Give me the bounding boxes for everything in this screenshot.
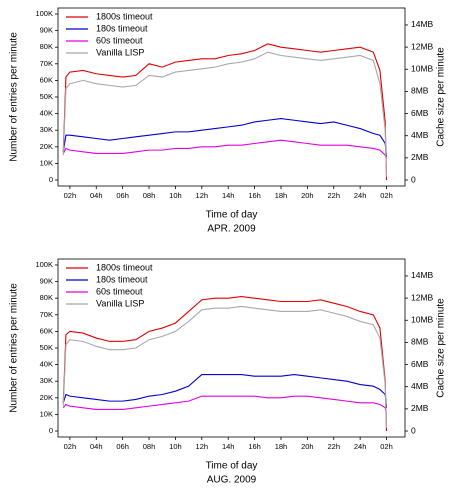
y-axis-title: Number of entries per minute bbox=[9, 32, 20, 162]
y2-tick-label: 2MB bbox=[411, 403, 429, 413]
y2-tick-label: 0 bbox=[411, 174, 416, 184]
caption: APR. 2009 bbox=[207, 224, 256, 235]
x-tick-label: 04h bbox=[90, 191, 103, 200]
x-tick-label: 06h bbox=[116, 442, 129, 451]
x-tick-label: 20h bbox=[301, 442, 314, 451]
y-tick-label: 90K bbox=[40, 277, 53, 286]
x-tick-label: 02h bbox=[380, 191, 393, 200]
y-axis-title: Number of entries per minute bbox=[9, 283, 20, 413]
y-tick-label: 60K bbox=[40, 75, 53, 84]
y-tick-label: 100K bbox=[35, 9, 53, 18]
y-tick-label: 20K bbox=[40, 142, 53, 151]
legend-label: Vanilla LISP bbox=[96, 47, 144, 57]
data-line bbox=[62, 395, 388, 415]
y-tick-label: 80K bbox=[40, 293, 53, 302]
legend-label: 60s timeout bbox=[96, 286, 143, 296]
y-tick-label: 40K bbox=[40, 360, 53, 369]
y-tick-label: 20K bbox=[40, 393, 53, 402]
x-tick-label: 18h bbox=[275, 442, 288, 451]
y2-tick-label: 0 bbox=[411, 425, 416, 435]
data-line bbox=[62, 118, 388, 157]
y-tick-label: 80K bbox=[40, 42, 53, 51]
x-tick-label: 04h bbox=[90, 442, 103, 451]
y-tick-label: 70K bbox=[40, 59, 53, 68]
x-tick-label: 22h bbox=[327, 191, 340, 200]
y-tick-label: 90K bbox=[40, 26, 53, 35]
x-tick-label: 10h bbox=[169, 191, 182, 200]
y-tick-label: 70K bbox=[40, 310, 53, 319]
x-tick-label: 08h bbox=[143, 442, 156, 451]
y-tick-label: 60K bbox=[40, 326, 53, 335]
x-tick-label: 02h bbox=[64, 191, 77, 200]
x-tick-label: 02h bbox=[380, 442, 393, 451]
legend-label: 1800s timeout bbox=[96, 11, 153, 21]
y-tick-label: 0 bbox=[49, 175, 53, 184]
y2-tick-label: 12MB bbox=[411, 41, 434, 51]
y-tick-label: 10K bbox=[40, 158, 53, 167]
x-tick-label: 06h bbox=[116, 191, 129, 200]
x-axis-title: Time of day bbox=[206, 210, 258, 221]
y2-tick-label: 10MB bbox=[411, 64, 434, 74]
x-tick-label: 16h bbox=[248, 191, 261, 200]
x-tick-label: 08h bbox=[143, 191, 156, 200]
y2-tick-label: 14MB bbox=[411, 270, 434, 280]
x-tick-label: 20h bbox=[301, 191, 314, 200]
data-line bbox=[62, 305, 388, 428]
legend-label: 60s timeout bbox=[96, 35, 143, 45]
legend-label: 180s timeout bbox=[96, 23, 148, 33]
y2-tick-label: 4MB bbox=[411, 130, 429, 140]
x-axis-title: Time of day bbox=[206, 461, 258, 472]
x-tick-label: 24h bbox=[354, 191, 367, 200]
y-tick-label: 0 bbox=[49, 426, 53, 435]
x-tick-label: 18h bbox=[275, 191, 288, 200]
y-tick-label: 100K bbox=[35, 260, 53, 269]
x-tick-label: 22h bbox=[327, 442, 340, 451]
legend-label: 1800s timeout bbox=[96, 262, 153, 272]
y-tick-label: 30K bbox=[40, 376, 53, 385]
y-tick-label: 50K bbox=[40, 343, 53, 352]
legend-label: 180s timeout bbox=[96, 274, 148, 284]
y2-tick-label: 12MB bbox=[411, 292, 434, 302]
legend-label: Vanilla LISP bbox=[96, 298, 144, 308]
data-line bbox=[62, 43, 388, 181]
x-tick-label: 02h bbox=[64, 442, 77, 451]
x-tick-label: 10h bbox=[169, 442, 182, 451]
y2-tick-label: 6MB bbox=[411, 108, 429, 118]
x-tick-label: 12h bbox=[196, 191, 209, 200]
y-tick-label: 30K bbox=[40, 125, 53, 134]
y2-tick-label: 4MB bbox=[411, 381, 429, 391]
y-tick-label: 10K bbox=[40, 409, 53, 418]
data-line bbox=[62, 374, 388, 408]
y2-tick-label: 8MB bbox=[411, 86, 429, 96]
y2-tick-label: 8MB bbox=[411, 337, 429, 347]
y2-tick-label: 6MB bbox=[411, 359, 429, 369]
y2-tick-label: 2MB bbox=[411, 152, 429, 162]
x-tick-label: 24h bbox=[354, 442, 367, 451]
y2-tick-label: 14MB bbox=[411, 19, 434, 29]
y2-axis-title: Cache size per minute bbox=[436, 298, 447, 398]
data-line bbox=[62, 139, 388, 159]
x-tick-label: 14h bbox=[222, 442, 235, 451]
x-tick-label: 14h bbox=[222, 191, 235, 200]
y2-tick-label: 10MB bbox=[411, 315, 434, 325]
y-tick-label: 50K bbox=[40, 92, 53, 101]
x-tick-label: 16h bbox=[248, 442, 261, 451]
data-line bbox=[62, 51, 388, 177]
caption: AUG. 2009 bbox=[207, 475, 257, 486]
data-line bbox=[62, 295, 388, 432]
y-tick-label: 40K bbox=[40, 109, 53, 118]
x-tick-label: 12h bbox=[196, 442, 209, 451]
y2-axis-title: Cache size per minute bbox=[436, 47, 447, 147]
